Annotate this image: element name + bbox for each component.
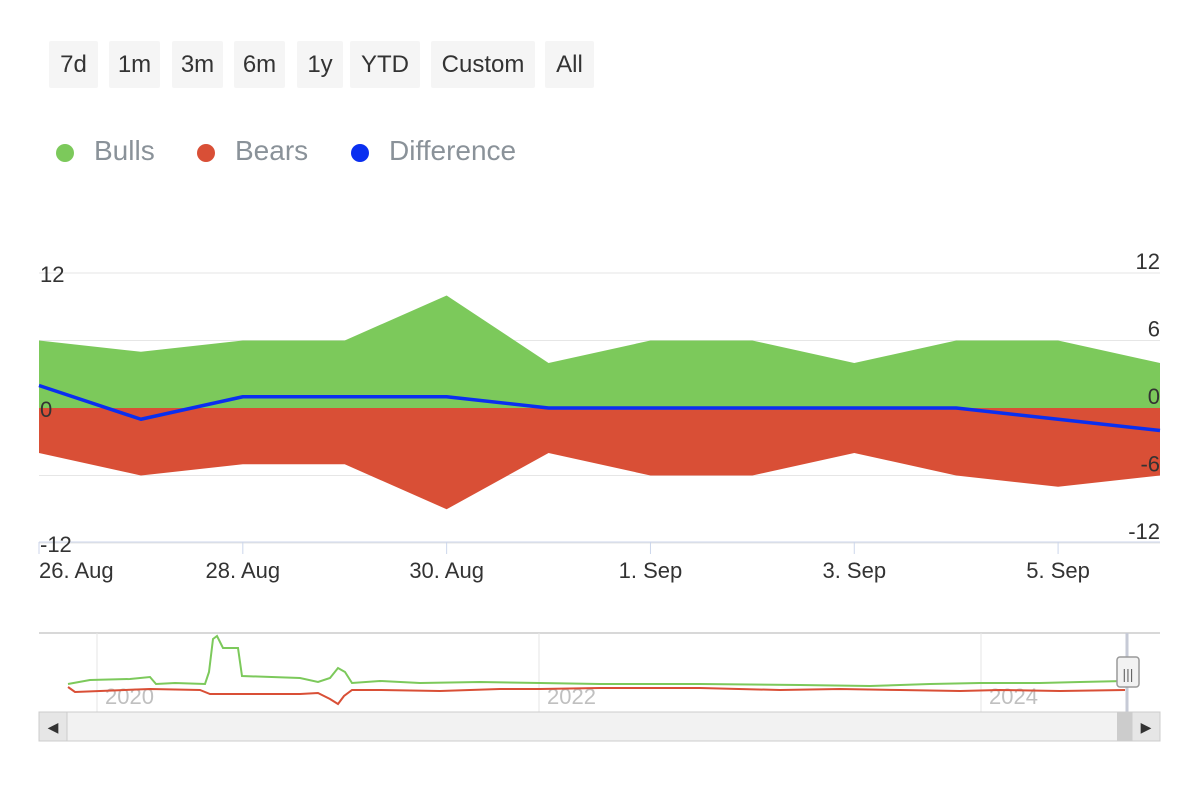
scrollbar-right-button[interactable]: [1131, 711, 1161, 742]
difference-line: [38, 383, 1161, 433]
range-button-7d[interactable]: 7d: [49, 41, 98, 88]
x-tick-label: 28. Aug: [205, 558, 280, 583]
range-button-ytd[interactable]: YTD: [350, 41, 420, 88]
y-right-tick-label: 12: [1136, 249, 1160, 274]
legend-item-difference[interactable]: Difference: [345, 132, 535, 172]
range-button-3m[interactable]: 3m: [172, 41, 223, 88]
y-right-tick-label: 0: [1148, 384, 1160, 409]
range-button-1m[interactable]: 1m: [109, 41, 160, 88]
y-right-tick-label: -12: [1128, 519, 1160, 544]
range-button-6m[interactable]: 6m: [234, 41, 285, 88]
navigator-handle-grip: |||: [1123, 666, 1134, 682]
navigator-tick-label: 2024: [989, 684, 1038, 709]
scroll-right-icon: ▶: [1141, 720, 1152, 736]
legend-label-bears: Bears: [235, 135, 309, 166]
x-tick-label: 26. Aug: [39, 558, 114, 583]
legend-label-bulls: Bulls: [94, 135, 155, 166]
legend-item-bears[interactable]: Bears: [191, 132, 311, 172]
x-tick-label: 30. Aug: [409, 558, 484, 583]
y-left-tick-label: 0: [40, 397, 52, 422]
legend-marker-difference: [351, 144, 369, 162]
legend-item-bulls[interactable]: Bulls: [50, 132, 160, 172]
range-button-all[interactable]: All: [545, 41, 594, 88]
bears-area: [39, 408, 1160, 510]
y-right-tick-label: -6: [1140, 452, 1160, 477]
navigator-tick-label: 2020: [105, 684, 154, 709]
scrollbar-left-button[interactable]: [38, 711, 68, 742]
range-button-custom[interactable]: Custom: [431, 41, 535, 88]
navigator-bears-line: [67, 686, 1126, 706]
x-tick-label: 5. Sep: [1026, 558, 1090, 583]
navigator-handle[interactable]: [1116, 656, 1140, 688]
legend-label-difference: Difference: [389, 135, 517, 166]
range-button-1y[interactable]: 1y: [297, 41, 343, 88]
navigator-bulls-line: [67, 634, 1126, 688]
bulls-area: [39, 295, 1160, 408]
y-left-tick-label: -12: [40, 532, 72, 557]
scroll-left-icon: ◀: [48, 720, 59, 736]
x-tick-label: 3. Sep: [822, 558, 886, 583]
legend-marker-bears: [197, 144, 215, 162]
y-left-tick-label: 12: [40, 262, 64, 287]
legend-marker-bulls: [56, 144, 74, 162]
x-tick-label: 1. Sep: [619, 558, 683, 583]
y-right-tick-label: 6: [1148, 317, 1160, 342]
scrollbar-track[interactable]: [38, 711, 1161, 742]
